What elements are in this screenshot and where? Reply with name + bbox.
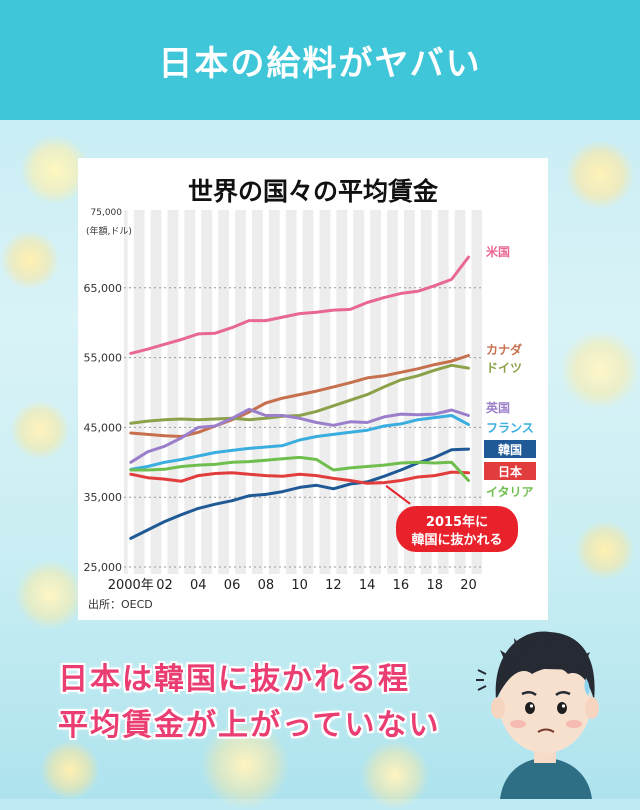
y-tick-label: 45,000 <box>84 421 123 434</box>
x-tick-label: 12 <box>325 578 342 593</box>
y-tick-label-top: 75,000 <box>91 208 123 218</box>
legend-box <box>484 440 536 458</box>
series-line <box>129 414 470 471</box>
x-tick-label: 10 <box>291 578 308 593</box>
series-label: イタリア <box>486 485 534 499</box>
caption-line-1: 日本は韓国に抜かれる程 <box>58 662 410 697</box>
y-axis-label: (年額,ドル) <box>86 225 132 237</box>
series-line <box>129 455 470 482</box>
series-label: ドイツ <box>486 361 522 375</box>
header-banner: 日本の給料がヤバい <box>0 0 640 120</box>
series-label: 日本 <box>498 464 522 479</box>
bokeh-light <box>575 520 635 580</box>
chart-title: 世界の国々の平均賃金 <box>187 177 438 206</box>
annotation-pointer <box>385 485 411 505</box>
series-label: 米国 <box>486 244 510 259</box>
x-tick-label: 08 <box>258 578 275 593</box>
bokeh-light <box>10 400 70 460</box>
annotation-line-2: 韓国に抜かれる <box>411 532 502 548</box>
x-tick-label: 2000年 <box>108 578 154 593</box>
x-tick-label: 20 <box>460 578 477 593</box>
chart-card: 世界の国々の平均賃金 25,000 35,000 45,000 55,000 65,00… <box>78 158 548 620</box>
series-line <box>129 407 470 464</box>
bokeh-light <box>560 330 640 410</box>
series-label: 英国 <box>486 400 510 415</box>
y-tick-label: 65,000 <box>84 282 123 295</box>
source-note: 出所：OECD <box>88 597 153 611</box>
bokeh-light <box>15 560 85 630</box>
series-line <box>129 447 470 540</box>
series-line <box>129 470 470 485</box>
legend-box <box>484 462 536 480</box>
x-tick-label: 06 <box>224 578 241 593</box>
series-label: カナダ <box>486 342 522 357</box>
series-label: 韓国 <box>498 442 522 457</box>
series-line <box>129 255 470 355</box>
bokeh-light <box>40 740 100 800</box>
series-label: フランス <box>486 421 534 435</box>
line-chart: 25,000 35,000 45,000 55,000 65,000 75,000 (年額,… <box>84 208 536 611</box>
bokeh-light <box>0 230 60 290</box>
y-tick-label: 25,000 <box>84 561 123 574</box>
caption-line-2: 平均賃金が上がっていない <box>58 708 441 743</box>
x-tick-label: 16 <box>393 578 410 593</box>
annotation-line-1: 2015年に <box>426 514 488 530</box>
x-tick-label: 02 <box>156 578 173 593</box>
y-tick-label: 35,000 <box>84 491 123 504</box>
y-tick-label: 55,000 <box>84 352 123 365</box>
series-line <box>129 363 470 425</box>
x-tick-label: 04 <box>190 578 207 593</box>
bokeh-light <box>360 740 430 810</box>
page-title: 日本の給料がヤバい <box>158 43 482 84</box>
annotation-bubble <box>396 506 518 552</box>
worried-boy-illustration <box>476 631 599 799</box>
x-tick-label: 18 <box>426 578 443 593</box>
bokeh-light <box>565 140 635 210</box>
x-tick-label: 14 <box>359 578 376 593</box>
